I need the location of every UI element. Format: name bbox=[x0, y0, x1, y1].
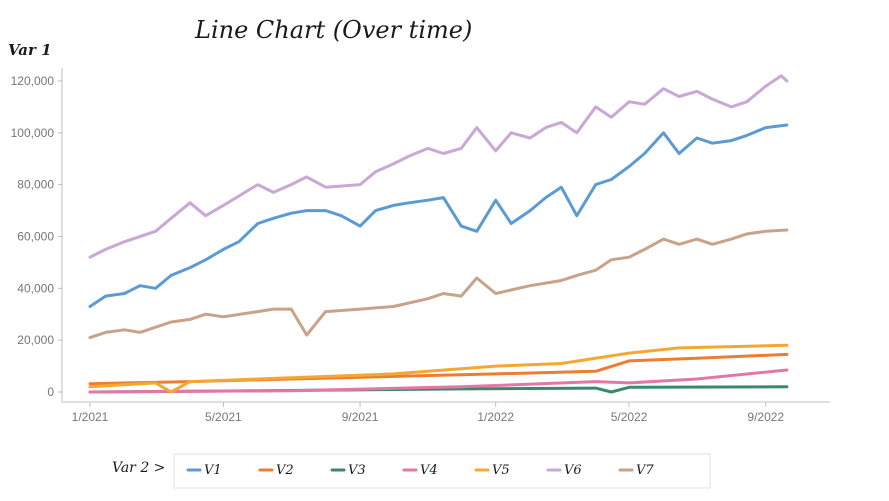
legend-label-v6: V6 bbox=[564, 463, 582, 478]
axes: 0 20,000 40,000 60,000 80,000 100,000 120,000 1… bbox=[11, 68, 830, 424]
y-tick-label: 100,000 bbox=[11, 126, 55, 140]
series-line-v7 bbox=[88, 228, 789, 340]
legend-label-v2: V2 bbox=[276, 463, 294, 478]
y-tick-label: 0 bbox=[47, 385, 54, 399]
legend-label-v7: V7 bbox=[636, 463, 654, 478]
y-tick-label: 20,000 bbox=[17, 333, 54, 347]
x-tick-label: 1/2022 bbox=[477, 410, 514, 424]
series-line-v6 bbox=[88, 74, 789, 259]
y-tick-label: 60,000 bbox=[17, 229, 54, 243]
x-tick-label: 5/2022 bbox=[611, 410, 648, 424]
legend-label-v3: V3 bbox=[348, 463, 366, 478]
y-tick-label: 40,000 bbox=[17, 281, 54, 295]
legend-box bbox=[173, 453, 711, 489]
x-tick-label: 5/2021 bbox=[205, 410, 242, 424]
x-tick-label: 9/2022 bbox=[747, 410, 784, 424]
y-tick-label: 80,000 bbox=[17, 178, 54, 192]
chart-title: Line Chart (Over time) bbox=[194, 16, 472, 44]
series-line-v5 bbox=[88, 343, 789, 394]
y-tick-label: 120,000 bbox=[11, 74, 55, 88]
legend-label-v1: V1 bbox=[204, 463, 222, 478]
y-axis-label: Var 1 bbox=[8, 41, 52, 59]
legend: Var 2 > V1 V2 V3 V4 V5 V6 V7 bbox=[112, 453, 711, 489]
x-tick-label: 9/2021 bbox=[342, 410, 379, 424]
x-tick-label: 1/2021 bbox=[72, 410, 109, 424]
series-line-v1 bbox=[88, 123, 789, 308]
series-line-v4 bbox=[88, 368, 789, 394]
legend-title: Var 2 > bbox=[112, 460, 165, 476]
legend-label-v5: V5 bbox=[492, 463, 510, 478]
series-lines bbox=[88, 74, 789, 394]
legend-label-v4: V4 bbox=[420, 463, 438, 478]
